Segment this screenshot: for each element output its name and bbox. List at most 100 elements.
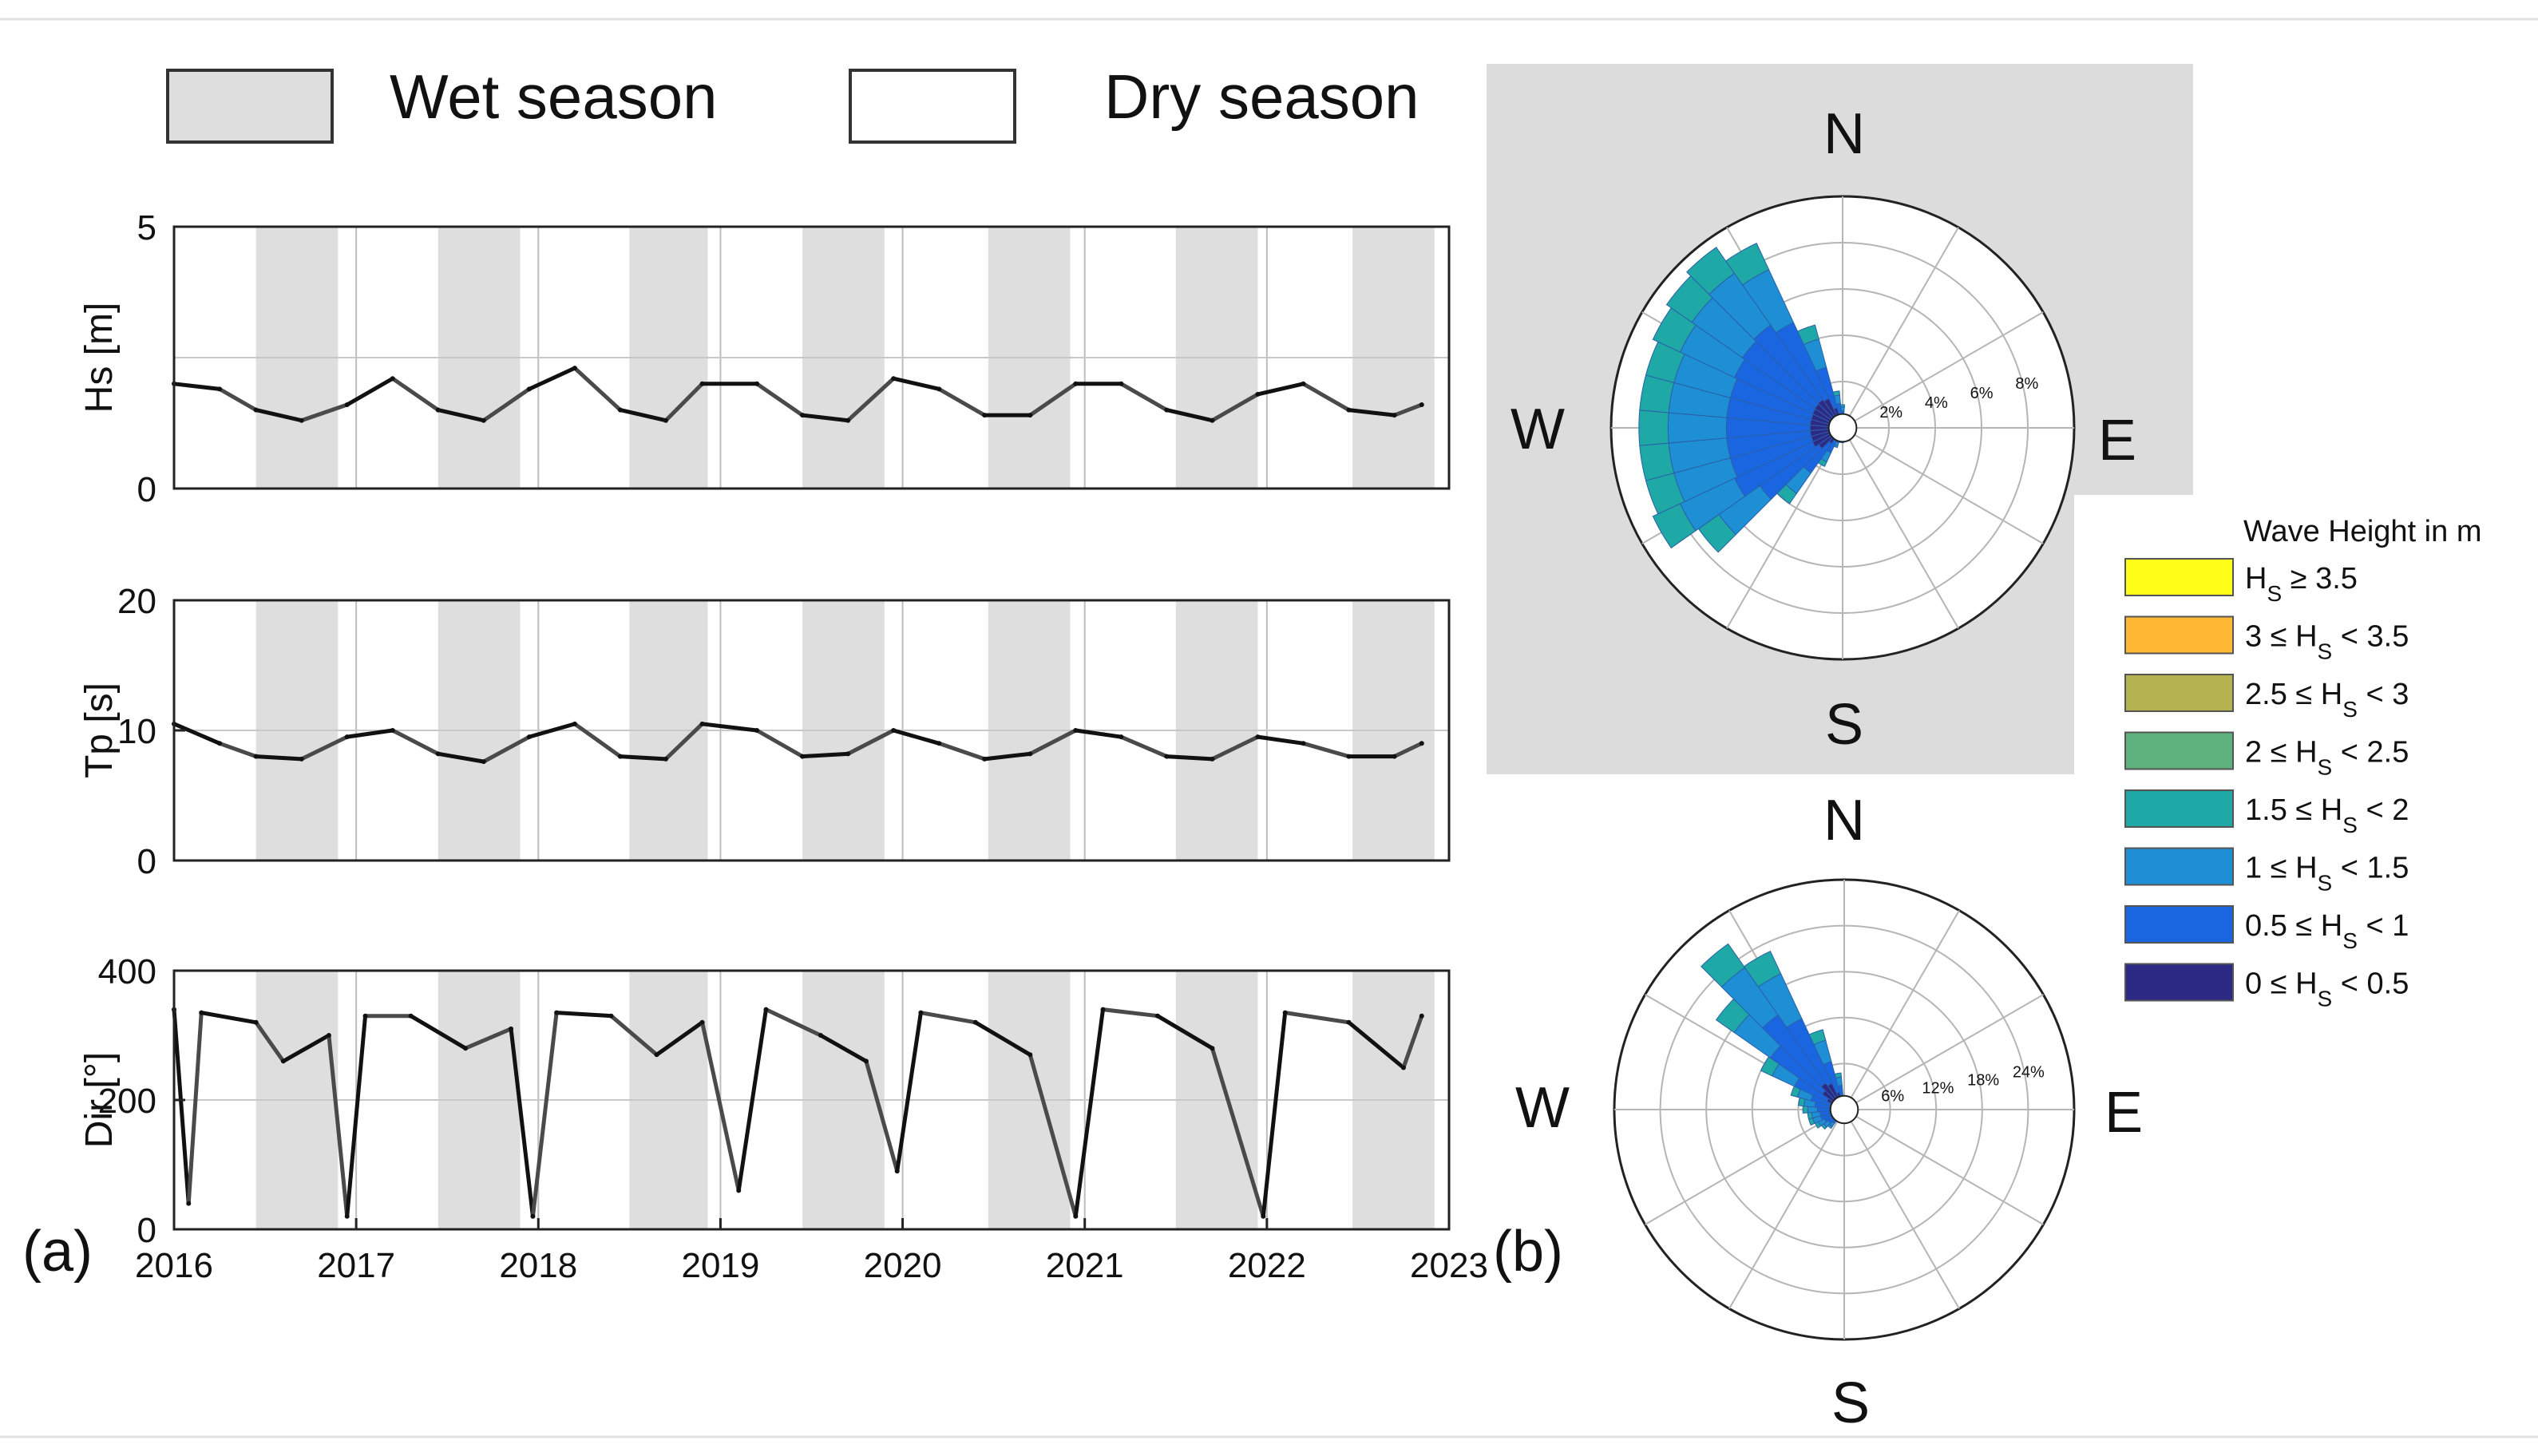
dir-data-point <box>972 1019 978 1025</box>
dir-data-point <box>408 1013 414 1019</box>
hs-data-point <box>1301 381 1306 386</box>
tp-data-point <box>891 728 897 733</box>
tp-data-point <box>845 751 851 757</box>
tp-data-point <box>699 721 705 726</box>
wave-bin-swatch <box>2124 615 2234 655</box>
wave-bin-swatch <box>2124 558 2234 596</box>
tp-series-segment <box>1210 734 1260 762</box>
tp-data-point <box>481 759 486 765</box>
rose_upper-sector <box>1832 390 1840 397</box>
dir-series-segment <box>700 1020 741 1193</box>
dir-data-point <box>362 1013 368 1019</box>
rose_lower-sector <box>1807 1112 1814 1120</box>
x-tick-label: 2016 <box>135 1246 213 1285</box>
dir-data-point <box>1027 1052 1033 1058</box>
dir-data-point <box>1154 1013 1160 1019</box>
hs-data-point <box>1027 413 1033 418</box>
tp-data-point <box>1301 741 1306 746</box>
tp-series-segment <box>1119 734 1169 759</box>
hs-series-segment <box>345 376 395 407</box>
hs-series-segment <box>172 382 222 391</box>
y-tick-label: 5 <box>137 208 156 247</box>
dir-series-segment <box>1401 1014 1424 1070</box>
tp-panel: 0 10 20 Tp [s] <box>78 582 1451 881</box>
wave-bin-label: 1.5 ≤ HS < 2 <box>2245 793 2409 837</box>
compass-label: S <box>1825 693 1863 757</box>
tp-series-segment <box>1164 754 1214 762</box>
hs-series-segment <box>663 382 705 423</box>
rose-spoke <box>1843 910 1960 1110</box>
dir-series-segment <box>254 1020 286 1063</box>
dir-data-point <box>1282 1010 1288 1015</box>
hs-data-point <box>526 386 532 392</box>
rose-spoke <box>1842 227 1959 429</box>
dir-data-point <box>736 1188 742 1193</box>
dir-data-point <box>818 1033 823 1038</box>
rose_upper-sector <box>1686 247 1736 295</box>
tp-series-segment <box>572 722 623 759</box>
dir-data-point <box>863 1058 869 1064</box>
hs-data-point <box>390 376 395 382</box>
tp-series-segment <box>217 741 259 759</box>
tp-series-segment <box>481 734 532 764</box>
hs-series-segment <box>1027 382 1078 417</box>
dir-series-segment <box>1155 1014 1214 1050</box>
ring-label: 8% <box>2015 375 2038 393</box>
wave-bin-label: 1 ≤ HS < 1.5 <box>2245 852 2409 896</box>
dir-data-point <box>1100 1007 1106 1012</box>
dir-data-point <box>918 1010 924 1015</box>
hs-data-point <box>299 417 304 423</box>
ring-label: 18% <box>1967 1071 1999 1089</box>
hs-series-segment <box>481 386 532 423</box>
rose-center <box>1827 413 1858 443</box>
hs-data-point <box>982 413 988 418</box>
tp-data-point <box>1164 754 1170 759</box>
wave-bin-swatch <box>2124 674 2234 712</box>
dir-series-segment <box>1210 1046 1265 1219</box>
rose_lower-sector <box>1802 1105 1808 1114</box>
tp-data-point <box>1073 728 1079 733</box>
rose-spoke <box>1645 1109 1845 1225</box>
compass-label: W <box>1515 1076 1570 1140</box>
y-tick-label: 0 <box>137 470 156 509</box>
tp-series-segment <box>700 722 759 733</box>
x-tick-label: 2021 <box>1046 1246 1124 1285</box>
hs-data-point <box>217 386 223 392</box>
dir-series-segment <box>763 1007 823 1038</box>
rose-spoke <box>1728 1109 1845 1309</box>
compass-label: E <box>2098 409 2136 473</box>
dir-data-point <box>763 1007 769 1012</box>
tp-data-point <box>1419 741 1424 746</box>
tp-data-point <box>1255 734 1261 740</box>
tp-series-segment <box>1073 728 1123 739</box>
x-tick-label: 2018 <box>499 1246 577 1285</box>
dir-series-segment <box>818 1033 869 1063</box>
dir-data-point <box>509 1026 514 1031</box>
rose_lower-sector <box>1701 943 1746 988</box>
y-tick-label: 200 <box>98 1082 156 1121</box>
tp-data-point <box>217 741 223 746</box>
rose_lower-sector <box>1834 1072 1842 1079</box>
rose-spoke <box>1842 427 2044 544</box>
tp-series-segment <box>800 751 850 759</box>
rose-spoke <box>1842 427 1959 629</box>
tp-series-segment <box>1301 741 1352 759</box>
compass-label: W <box>1511 398 1565 461</box>
dir-data-point <box>1346 1019 1352 1025</box>
x-tick-label: 2023 <box>1410 1246 1488 1285</box>
y-tick-label: 0 <box>137 1211 156 1250</box>
tp-data-point <box>617 754 623 759</box>
dir-panel: 0 200 400 Dir [°] 2016 2017 2018 2019 2020 2021 20… <box>78 952 1488 1285</box>
tp-data-point <box>1027 751 1033 757</box>
dir-series-segment <box>864 1058 900 1173</box>
tp-data-point <box>1119 734 1124 740</box>
dir-series-segment <box>509 1027 535 1219</box>
hs-series-segment <box>1210 392 1260 423</box>
wave-bin-label: 2.5 ≤ HS < 3 <box>2245 678 2409 722</box>
hs-series-segment <box>618 408 668 423</box>
dir-series-segment <box>345 1014 368 1219</box>
tp-data-point <box>435 751 441 757</box>
wave-bin-swatch <box>2124 847 2234 886</box>
tp-data-point <box>754 728 760 733</box>
